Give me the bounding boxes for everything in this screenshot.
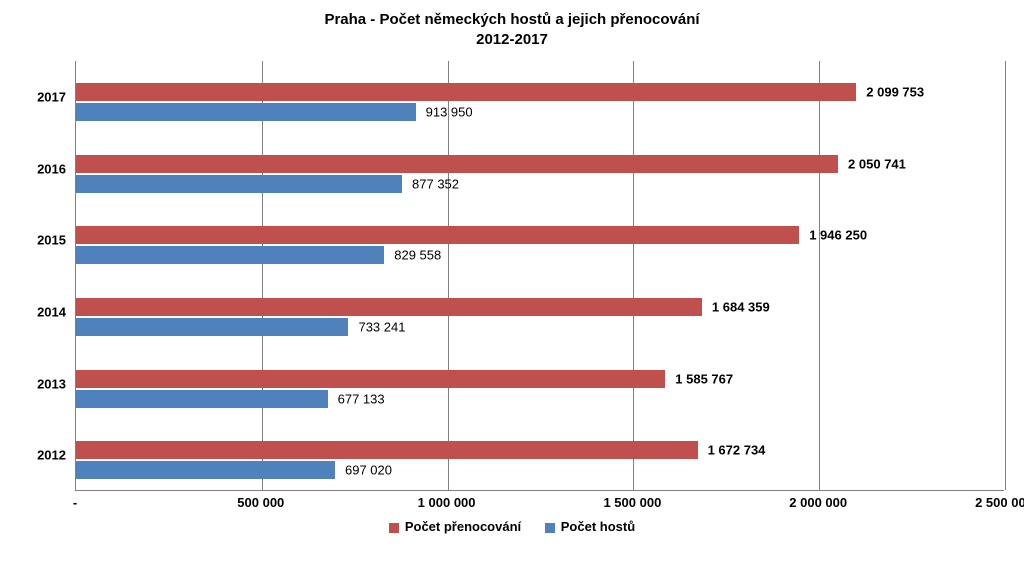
gridline: [1005, 61, 1006, 490]
gridline: [633, 61, 634, 490]
legend-swatch-blue: [545, 523, 555, 533]
y-axis-label: 2017: [37, 89, 66, 104]
plot-area: 20172 099 753913 95020162 050 741877 352…: [75, 61, 1004, 491]
y-axis-label: 2015: [37, 233, 66, 248]
legend-label-prenocovani: Počet přenocování: [405, 519, 521, 534]
bar-value-label: 1 684 359: [712, 299, 770, 314]
x-axis-tick: -: [73, 495, 77, 510]
y-axis-label: 2014: [37, 304, 66, 319]
bar-hostu: 733 241: [76, 318, 348, 336]
x-axis-tick: 2 000 000: [789, 495, 847, 510]
bar-value-label: 1 585 767: [675, 371, 733, 386]
bar-hostu: 877 352: [76, 175, 402, 193]
bar-value-label: 1 672 734: [708, 443, 766, 458]
gridline: [262, 61, 263, 490]
gridline: [448, 61, 449, 490]
chart-title: Praha - Počet německých hostů a jejich p…: [20, 10, 1004, 49]
x-axis-tick: 1 000 000: [418, 495, 476, 510]
bar-prenocovani: 2 099 753: [76, 83, 856, 101]
bar-value-label: 733 241: [358, 319, 405, 334]
bar-prenocovani: 1 946 250: [76, 226, 799, 244]
gridline: [819, 61, 820, 490]
x-axis-tick: 500 000: [237, 495, 284, 510]
bar-value-label: 2 099 753: [866, 84, 924, 99]
legend-item-hostu: Počet hostů: [545, 519, 635, 534]
bar-hostu: 829 558: [76, 246, 384, 264]
bar-prenocovani: 1 585 767: [76, 370, 665, 388]
bar-value-label: 877 352: [412, 176, 459, 191]
bar-hostu: 913 950: [76, 103, 416, 121]
bar-chart: Praha - Počet německých hostů a jejich p…: [20, 10, 1004, 534]
bar-value-label: 829 558: [394, 248, 441, 263]
y-axis-label: 2013: [37, 376, 66, 391]
x-axis-tick: 1 500 000: [603, 495, 661, 510]
legend-label-hostu: Počet hostů: [561, 519, 635, 534]
title-line1: Praha - Počet německých hostů a jejich p…: [324, 11, 699, 28]
bar-prenocovani: 2 050 741: [76, 155, 838, 173]
legend: Počet přenocování Počet hostů: [20, 519, 1004, 534]
y-axis-label: 2012: [37, 448, 66, 463]
bar-prenocovani: 1 684 359: [76, 298, 702, 316]
title-line2: 2012-2017: [476, 31, 548, 48]
bar-value-label: 913 950: [426, 104, 473, 119]
bar-value-label: 677 133: [338, 391, 385, 406]
x-axis: -500 0001 000 0001 500 0002 000 0002 500…: [75, 491, 1004, 513]
bar-value-label: 1 946 250: [809, 228, 867, 243]
y-axis-label: 2016: [37, 161, 66, 176]
bar-value-label: 2 050 741: [848, 156, 906, 171]
legend-swatch-red: [389, 523, 399, 533]
legend-item-prenocovani: Počet přenocování: [389, 519, 521, 534]
bar-value-label: 697 020: [345, 463, 392, 478]
bar-hostu: 677 133: [76, 390, 328, 408]
bar-hostu: 697 020: [76, 461, 335, 479]
bar-prenocovani: 1 672 734: [76, 441, 698, 459]
x-axis-tick: 2 500 000: [975, 495, 1024, 510]
